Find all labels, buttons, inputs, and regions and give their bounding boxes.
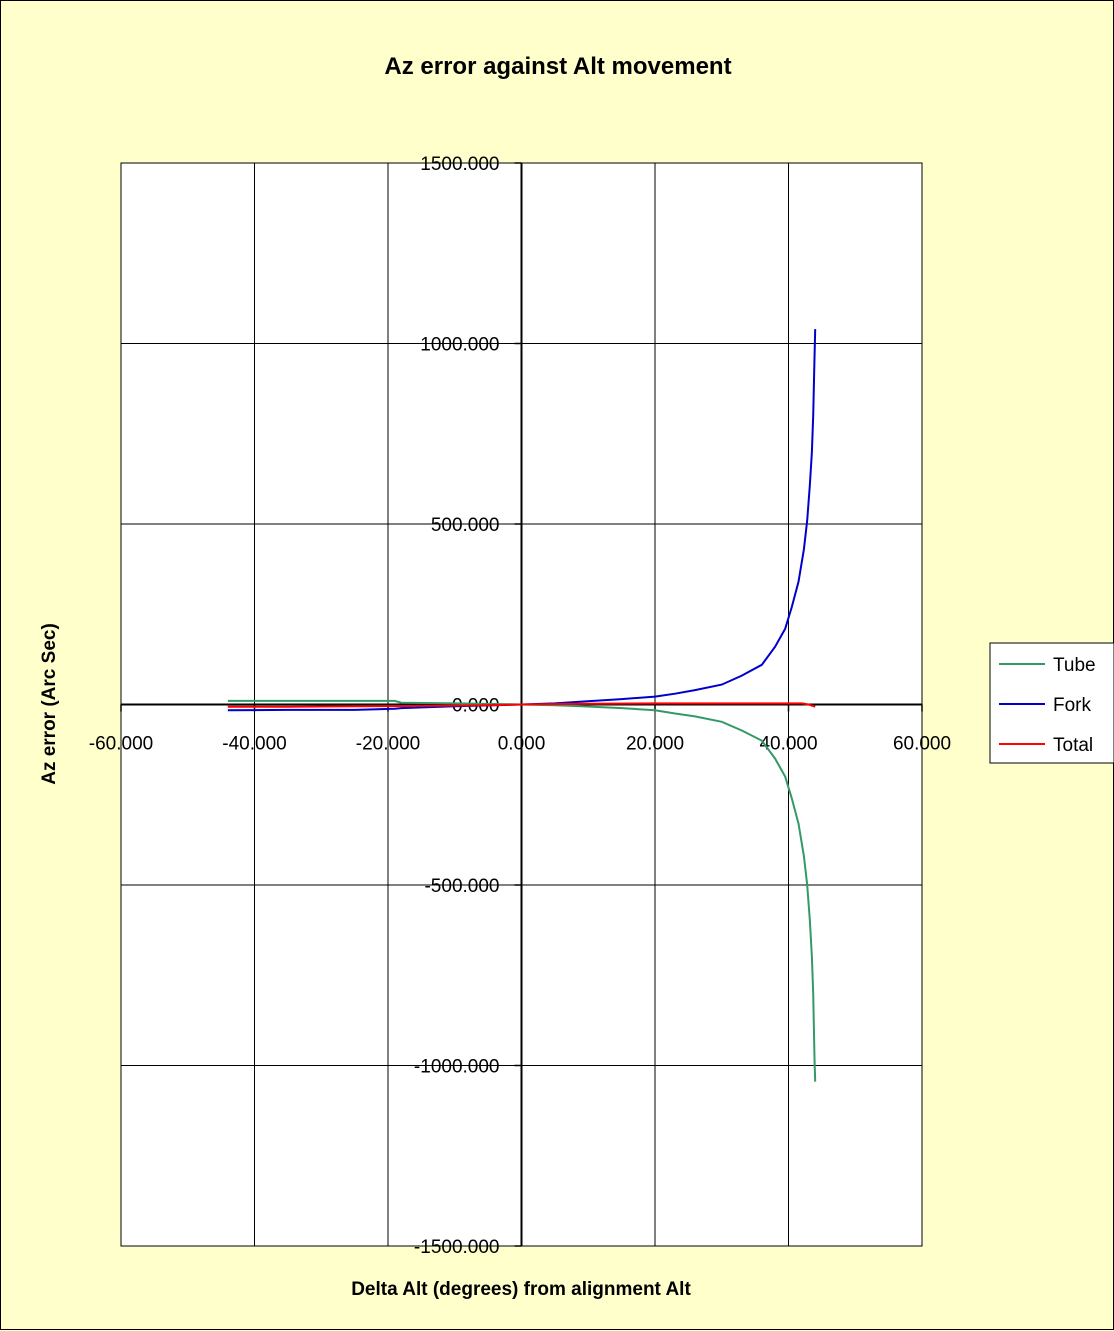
y-tick-label: 500.000: [431, 515, 500, 536]
legend-label-fork: Fork: [1053, 695, 1092, 716]
series-line-total: [227, 702, 816, 708]
x-tick-label: 0.000: [498, 734, 546, 755]
chart-title: Az error against Alt movement: [384, 53, 731, 80]
x-tick-labels: -60.000 -40.000 -20.000 0.000 20.000 40.000 60…: [89, 734, 951, 755]
legend: Tube Fork Total: [989, 642, 1114, 764]
legend-label-total: Total: [1053, 735, 1093, 756]
x-axis-title: Delta Alt (degrees) from alignment Alt: [351, 1279, 691, 1300]
x-tick-label: -60.000: [89, 734, 153, 755]
x-tick-label: 20.000: [626, 734, 684, 755]
series-line-tube: [227, 699, 817, 1082]
x-tick-label: -20.000: [356, 734, 420, 755]
y-tick-label: -1000.000: [414, 1057, 500, 1078]
series-lines: [227, 329, 817, 1082]
x-tick-label: 40.000: [759, 734, 817, 755]
y-tick-label: -500.000: [424, 876, 499, 897]
y-tick-label: 1500.000: [420, 154, 499, 175]
x-tick-label: -40.000: [222, 734, 286, 755]
y-axis-title: Az error (Arc Sec): [39, 623, 60, 785]
y-tick-label: 1000.000: [420, 335, 499, 356]
series-line-fork: [227, 329, 817, 712]
x-tick-label: 60.000: [893, 734, 951, 755]
legend-label-tube: Tube: [1053, 655, 1096, 676]
y-tick-label: -1500.000: [414, 1237, 500, 1258]
y-tick-labels: -1500.000-1000.000-500.0000.000500.00010…: [414, 154, 500, 1258]
